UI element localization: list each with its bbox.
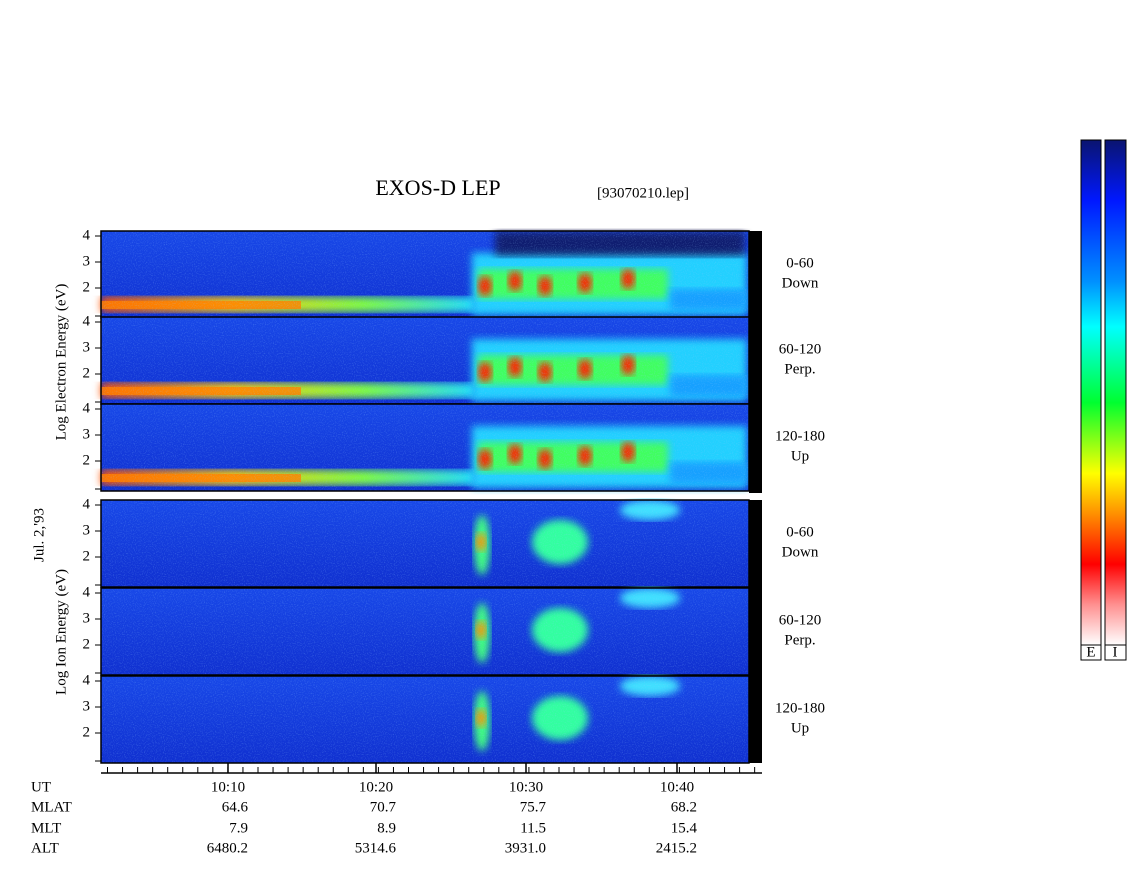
x-tick-label: 10:30 xyxy=(509,779,543,795)
x-tick-label: 10:40 xyxy=(660,779,694,795)
panel-direction: Down xyxy=(782,275,819,291)
y-tick-label: 2 xyxy=(83,724,91,740)
panel-range: 120-180 xyxy=(775,700,825,716)
black-strip xyxy=(749,500,762,763)
speckle xyxy=(101,588,749,675)
ephemeris-value: 2415.2 xyxy=(656,840,697,856)
ephemeris-value: 70.7 xyxy=(370,799,397,815)
ephemeris-label: MLAT xyxy=(31,799,72,815)
y-tick-label: 4 xyxy=(83,313,91,329)
y-tick-label: 2 xyxy=(83,548,91,564)
y-tick-label: 4 xyxy=(83,584,91,600)
electron-axis-label: Log Electron Energy (eV) xyxy=(53,284,69,441)
speckle xyxy=(101,404,749,491)
colorbar-label: I xyxy=(1113,644,1118,660)
y-tick-label: 3 xyxy=(83,522,91,538)
colorbar-label-box xyxy=(1104,644,1127,661)
panel-range: 120-180 xyxy=(775,428,825,444)
ephemeris-value: 3931.0 xyxy=(505,840,546,856)
colorbar-label-box xyxy=(1080,644,1102,661)
ephemeris-label: ALT xyxy=(31,840,59,856)
panel-range: 60-120 xyxy=(779,341,822,357)
speckle xyxy=(101,317,749,404)
title: EXOS-D LEP xyxy=(375,175,500,200)
y-tick-label: 3 xyxy=(83,253,91,269)
y-tick-label: 2 xyxy=(83,452,91,468)
speckle xyxy=(101,231,749,318)
y-tick-label: 2 xyxy=(83,279,91,295)
ephemeris-value: 15.4 xyxy=(671,820,698,836)
y-tick-label: 4 xyxy=(83,227,91,243)
speckle xyxy=(101,676,749,763)
ephemeris-value: 7.9 xyxy=(229,820,248,836)
y-tick-label: 3 xyxy=(83,698,91,714)
panel-direction: Down xyxy=(782,544,819,560)
black-strip xyxy=(749,231,762,493)
panel-range: 0-60 xyxy=(786,524,814,540)
panel-direction: Perp. xyxy=(784,361,815,377)
ephemeris-value: 8.9 xyxy=(377,820,396,836)
file-name: [93070210.lep] xyxy=(597,185,689,201)
ephemeris-value: 75.7 xyxy=(520,799,547,815)
y-tick-label: 2 xyxy=(83,365,91,381)
y-tick-label: 2 xyxy=(83,636,91,652)
x-tick-label: 10:10 xyxy=(211,779,245,795)
ephemeris-label: MLT xyxy=(31,820,61,836)
panel-range: 0-60 xyxy=(786,255,814,271)
y-tick-label: 4 xyxy=(83,672,91,688)
y-tick-label: 3 xyxy=(83,610,91,626)
date-label: Jul. 2,'93 xyxy=(31,508,47,562)
ephemeris-value: 11.5 xyxy=(520,820,546,836)
ephemeris-value: 6480.2 xyxy=(207,840,248,856)
colorbar-label: E xyxy=(1086,644,1095,660)
colorbar-i xyxy=(1104,139,1127,646)
ephemeris-label: UT xyxy=(31,779,51,795)
colorbar-e xyxy=(1080,139,1102,646)
ephemeris-value: 68.2 xyxy=(671,799,697,815)
panel-range: 60-120 xyxy=(779,612,822,628)
y-tick-label: 3 xyxy=(83,426,91,442)
panel-direction: Up xyxy=(791,720,809,736)
x-tick-label: 10:20 xyxy=(359,779,393,795)
y-tick-label: 3 xyxy=(83,339,91,355)
ephemeris-value: 64.6 xyxy=(222,799,249,815)
panel-direction: Up xyxy=(791,448,809,464)
plots xyxy=(100,230,750,764)
ion-axis-label: Log Ion Energy (eV) xyxy=(53,569,69,695)
y-tick-label: 4 xyxy=(83,496,91,512)
y-tick-label: 4 xyxy=(83,400,91,416)
panel-direction: Perp. xyxy=(784,632,815,648)
speckle xyxy=(101,500,749,587)
ephemeris-value: 5314.6 xyxy=(355,840,397,856)
